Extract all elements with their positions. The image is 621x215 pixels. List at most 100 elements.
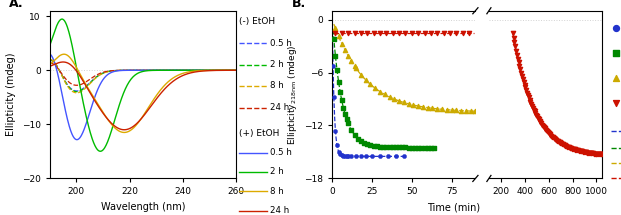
Text: A.: A. (9, 0, 24, 10)
Point (383, 155, 393, 158)
Point (375, 145, 385, 148)
Point (438, 31, 448, 35)
Point (566, 146, 576, 150)
Point (589, 152, 599, 155)
Point (369, 144, 379, 148)
Point (564, 146, 574, 149)
Point (551, 138, 561, 142)
Point (518, 77, 528, 81)
Point (404, 146, 414, 149)
Point (432, 107, 442, 111)
Point (329, 37, 339, 41)
Point (333, 150, 343, 153)
Point (514, 61, 524, 64)
Point (527, 104, 537, 108)
Point (340, 155, 350, 158)
Point (407, 31, 417, 35)
Point (420, 146, 430, 149)
Point (380, 93, 390, 96)
Point (423, 146, 433, 149)
Point (420, 31, 430, 35)
Point (340, 48, 350, 52)
Point (585, 151, 595, 155)
Point (388, 146, 397, 149)
Point (533, 116, 543, 120)
Point (351, 155, 361, 158)
Y-axis label: Ellipticity$_{218\mathregular{nm}}$ (mdeg): Ellipticity$_{218\mathregular{nm}}$ (mde… (286, 44, 299, 145)
Point (337, 154, 347, 157)
Point (596, 153, 606, 156)
Point (546, 134, 556, 137)
Point (353, 137, 363, 140)
Point (540, 127, 550, 131)
Point (426, 31, 436, 35)
Point (540, 126, 550, 130)
Point (556, 142, 566, 145)
Point (528, 108, 538, 111)
Point (588, 152, 598, 155)
Point (597, 153, 607, 156)
Text: 2 h: 2 h (270, 60, 284, 69)
Point (437, 108, 447, 111)
Point (429, 146, 439, 149)
Point (569, 148, 579, 151)
Point (471, 109, 481, 113)
Point (568, 147, 578, 150)
Point (535, 120, 545, 124)
Point (391, 146, 401, 149)
Point (576, 149, 586, 153)
Point (581, 150, 591, 154)
Point (472, 10, 482, 13)
Point (543, 131, 553, 134)
Point (515, 68, 525, 71)
Point (337, 42, 347, 45)
Point (523, 93, 533, 97)
Point (413, 146, 423, 149)
Point (509, 40, 519, 44)
Point (581, 151, 591, 154)
Point (591, 152, 601, 156)
Point (524, 96, 533, 99)
Point (528, 106, 538, 109)
Point (389, 97, 399, 101)
Point (538, 124, 548, 128)
Point (378, 145, 388, 149)
Point (445, 31, 455, 35)
Point (343, 31, 353, 35)
Point (532, 115, 542, 118)
Point (388, 31, 397, 35)
Point (595, 152, 605, 156)
Point (557, 142, 567, 146)
Point (560, 144, 569, 147)
Point (337, 31, 347, 35)
Point (432, 31, 442, 35)
Point (410, 146, 420, 149)
Point (542, 129, 551, 132)
Point (350, 64, 360, 68)
Point (356, 140, 366, 143)
Text: 24 h: 24 h (270, 103, 289, 112)
Point (561, 144, 571, 148)
Point (461, 109, 471, 113)
Point (404, 102, 414, 106)
Point (519, 80, 528, 84)
Point (537, 123, 547, 126)
Point (329, 95, 339, 99)
Text: 8 h: 8 h (270, 187, 284, 196)
Point (562, 145, 572, 148)
Point (578, 150, 588, 153)
Y-axis label: Ellipticity (mdeg): Ellipticity (mdeg) (6, 53, 16, 136)
Point (399, 155, 409, 158)
Point (472, 14, 482, 17)
Point (413, 104, 423, 108)
Point (456, 109, 466, 112)
Point (466, 109, 476, 113)
Point (451, 31, 461, 35)
Point (381, 31, 391, 35)
Point (512, 53, 522, 56)
Point (365, 143, 375, 147)
Point (552, 139, 562, 142)
Point (572, 149, 582, 152)
Point (330, 129, 340, 132)
Point (531, 113, 541, 117)
